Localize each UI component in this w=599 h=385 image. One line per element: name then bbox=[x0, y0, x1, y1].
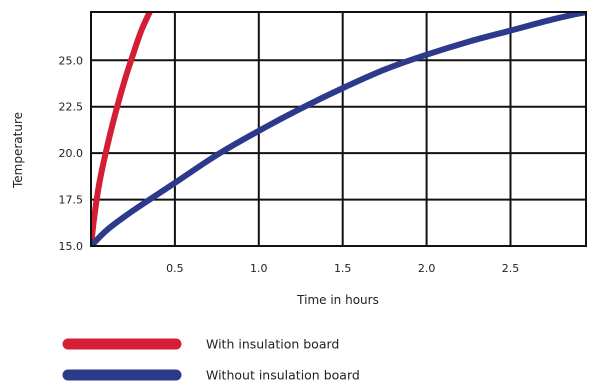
y-tick-label: 20.0 bbox=[59, 147, 84, 160]
legend-label-with-insulation: With insulation board bbox=[206, 337, 339, 352]
y-tick-label: 22.5 bbox=[59, 101, 84, 114]
y-tick-label: 15.0 bbox=[59, 240, 84, 253]
y-tick-label: 17.5 bbox=[59, 194, 84, 207]
legend: With insulation board Without insulation … bbox=[62, 337, 360, 383]
x-tick-label: 1.0 bbox=[250, 262, 268, 275]
x-tick-label: 2.5 bbox=[502, 262, 520, 275]
y-tick-label: 25.0 bbox=[59, 54, 84, 67]
series-line-with-insulation bbox=[91, 11, 153, 247]
x-axis-title: Time in hours bbox=[296, 293, 379, 307]
x-tick-label: 1.5 bbox=[334, 262, 352, 275]
x-tick-label: 0.5 bbox=[166, 262, 184, 275]
plot-frame bbox=[90, 11, 587, 247]
tick-labels: 0.5 1.0 1.5 2.0 2.5 15.0 17.5 20.0 22.5 25.0 bbox=[59, 54, 520, 275]
y-axis-title: Temperature bbox=[11, 112, 25, 189]
series-line-without-insulation bbox=[91, 11, 586, 247]
series-lines bbox=[91, 11, 586, 247]
x-tick-label: 2.0 bbox=[418, 262, 436, 275]
legend-label-without-insulation: Without insulation board bbox=[206, 368, 360, 383]
grid bbox=[91, 12, 586, 246]
